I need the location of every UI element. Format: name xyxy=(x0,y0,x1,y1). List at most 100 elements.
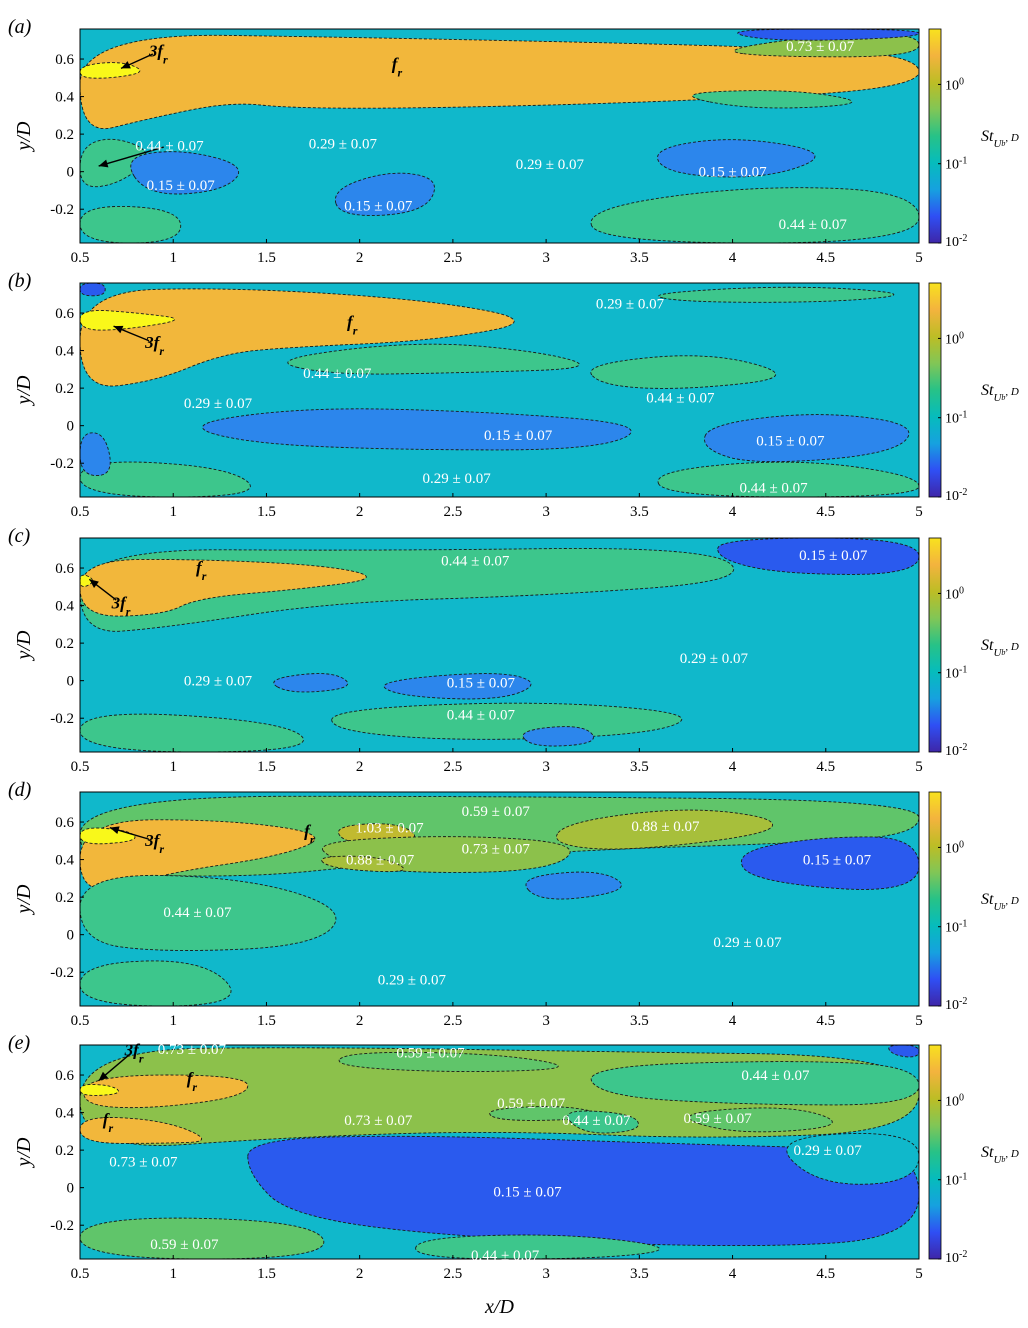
strouhal-band-label: 0.15 ± 0.07 xyxy=(447,676,516,692)
contour-region-0_15 xyxy=(273,673,349,693)
contour-region-0_15 xyxy=(657,139,816,178)
colorbar-tick-label: 10-1 xyxy=(945,409,967,427)
annotation-arrow xyxy=(98,146,164,167)
y-tick-label: 0.4 xyxy=(55,853,74,869)
contour-region-fr xyxy=(80,558,367,617)
x-tick-label: 3.5 xyxy=(630,1013,649,1029)
strouhal-band-label: 0.73 ± 0.07 xyxy=(344,1113,413,1129)
x-tick-label: 2.5 xyxy=(444,1266,463,1282)
contour-region-0_73 xyxy=(734,33,919,58)
axes-box xyxy=(79,282,920,498)
contour-region-0_44 xyxy=(590,187,919,243)
panel-label: (e) xyxy=(8,1032,31,1054)
x-tick-label: 4 xyxy=(729,1013,737,1029)
colorbar-label: StUb, D xyxy=(981,382,1019,404)
strouhal-band-label: 0.29 ± 0.07 xyxy=(309,137,378,153)
x-tick-label: 5 xyxy=(915,759,923,775)
strouhal-band-label: 0.44 ± 0.07 xyxy=(163,905,232,921)
annotation-arrowhead xyxy=(98,159,109,168)
strouhal-band-label: 0.44 ± 0.07 xyxy=(447,707,516,723)
y-axis-label: y/D xyxy=(13,884,35,915)
colorbar-tick-label: 100 xyxy=(945,585,964,603)
x-tick-label: 2 xyxy=(356,1013,364,1029)
contour-region-0_44 xyxy=(80,960,232,1006)
y-axis-label: y/D xyxy=(13,630,35,661)
contour-region-0_15 xyxy=(383,673,532,700)
x-tick-label: 4 xyxy=(729,759,737,775)
contour-region-0_88 xyxy=(556,809,773,850)
colorbar xyxy=(928,1044,942,1260)
contour-region-fr xyxy=(80,288,515,387)
strouhal-band-label: 0.29 ± 0.07 xyxy=(794,1143,863,1159)
x-axis-label: x/D xyxy=(484,1296,514,1318)
x-tick-label: 3 xyxy=(542,1266,550,1282)
strouhal-band-label: 0.59 ± 0.07 xyxy=(150,1237,219,1253)
strouhal-band-label: 0.44 ± 0.07 xyxy=(739,481,808,497)
strouhal-band-label: 0.29 ± 0.07 xyxy=(378,973,447,989)
panel-2: 0.5 1 1.5 2 2.5 3 3.5 4 4.5 5 0.6 0.4 0.2 0 -0.2 y/D (c)… xyxy=(8,525,1019,775)
y-tick-label: -0.2 xyxy=(50,965,74,981)
x-tick-label: 4.5 xyxy=(816,1013,835,1029)
contour-region-3fr xyxy=(80,574,94,587)
strouhal-band-label: 0.44 ± 0.07 xyxy=(441,554,510,570)
x-tick-label: 5 xyxy=(915,1013,923,1029)
frequency-label: fr xyxy=(187,1069,198,1094)
strouhal-band-label: 0.44 ± 0.07 xyxy=(562,1113,631,1129)
colorbar-tick-label: 10-2 xyxy=(945,742,967,760)
y-tick-label: 0.2 xyxy=(55,890,74,906)
x-tick-label: 1 xyxy=(169,504,177,520)
x-tick-label: 3 xyxy=(542,504,550,520)
panel-label: (b) xyxy=(8,270,32,292)
frequency-label: fr xyxy=(304,821,315,846)
strouhal-band-label: 0.73 ± 0.07 xyxy=(109,1154,178,1170)
contour-region-dark xyxy=(247,1135,919,1247)
x-tick-label: 0.5 xyxy=(71,1266,90,1282)
contour-region-0_59 xyxy=(688,1107,833,1133)
frequency-label: 3fr xyxy=(144,831,164,856)
strouhal-band-label: 0.15 ± 0.07 xyxy=(698,165,767,181)
y-tick-label: 0.6 xyxy=(55,52,74,68)
y-axis-label: y/D xyxy=(13,121,35,152)
colorbar-tick-label: 100 xyxy=(945,330,964,348)
colorbar-tick-label: 10-1 xyxy=(945,918,967,936)
contour-region-0_44 xyxy=(658,286,895,303)
colorbar xyxy=(928,282,942,498)
y-tick-label: 0.4 xyxy=(55,90,74,106)
x-tick-label: 1.5 xyxy=(257,1266,276,1282)
strouhal-band-label: 0.73 ± 0.07 xyxy=(462,841,531,857)
contour-region-0_15 xyxy=(525,871,622,900)
contour-region-0_15 xyxy=(522,726,594,747)
frequency-label: 3fr xyxy=(148,42,168,67)
x-tick-label: 4 xyxy=(729,1266,737,1282)
axes-box xyxy=(79,791,920,1007)
strouhal-band-label: 0.15 ± 0.07 xyxy=(756,434,825,450)
y-tick-label: 0.6 xyxy=(55,306,74,322)
contour-region-fr xyxy=(80,1117,203,1144)
strouhal-band-label: 0.44 ± 0.07 xyxy=(646,391,715,407)
strouhal-band-label: 0.15 ± 0.07 xyxy=(799,548,868,564)
y-tick-label: -0.2 xyxy=(50,202,74,218)
annotation-arrowhead xyxy=(89,579,99,588)
strouhal-band-label: 0.44 ± 0.07 xyxy=(471,1248,540,1264)
contour-region-0_15 xyxy=(704,414,910,463)
frequency-label: fr xyxy=(103,1110,114,1135)
x-tick-label: 1 xyxy=(169,759,177,775)
strouhal-band-label: 0.29 ± 0.07 xyxy=(184,674,253,690)
x-tick-label: 3.5 xyxy=(630,759,649,775)
panel-3: 0.5 1 1.5 2 2.5 3 3.5 4 4.5 5 0.6 0.4 0.2 0 -0.2 y/D (d)… xyxy=(8,779,1019,1029)
axes-box xyxy=(79,28,920,244)
y-tick-label: 0 xyxy=(67,165,75,181)
x-tick-label: 4.5 xyxy=(816,250,835,266)
contour-region-3fr xyxy=(80,310,175,331)
contour-region-fr xyxy=(83,1074,249,1109)
contour-region-0_59 xyxy=(80,1217,325,1259)
x-tick-label: 1.5 xyxy=(257,250,276,266)
colorbar xyxy=(928,791,942,1007)
x-tick-label: 4.5 xyxy=(816,759,835,775)
x-tick-label: 1 xyxy=(169,250,177,266)
strouhal-band-label: 0.29 ± 0.07 xyxy=(423,471,492,487)
panel-0: 0.5 1 1.5 2 2.5 3 3.5 4 4.5 5 0.6 0.4 0.2 0 -0.2 y/D (a)… xyxy=(8,16,1019,266)
x-tick-label: 1 xyxy=(169,1013,177,1029)
contour-region-0_44 xyxy=(415,1234,660,1259)
